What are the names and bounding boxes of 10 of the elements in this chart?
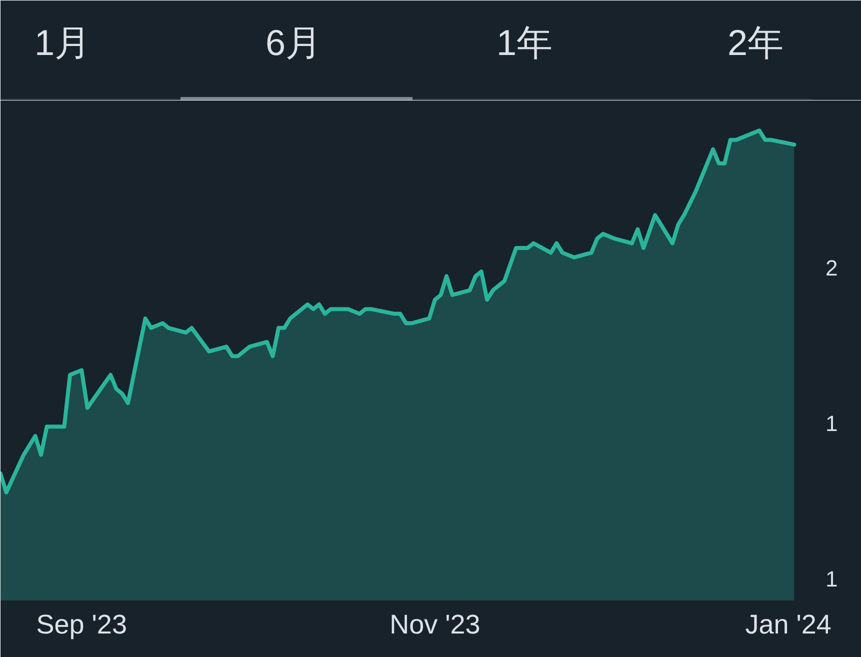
text: 1月 [34, 22, 91, 63]
text: 2 [826, 256, 838, 280]
text: 1年 [496, 22, 553, 63]
text: 2年 [727, 22, 784, 63]
x-tick-label: Nov '23 [390, 610, 480, 640]
text: 1 [826, 566, 838, 592]
text: 6月 [265, 22, 322, 63]
x-tick-label: Sep '23 [36, 610, 127, 640]
text: 1 [826, 411, 838, 436]
x-tick-label: Jan '24 [745, 610, 832, 640]
